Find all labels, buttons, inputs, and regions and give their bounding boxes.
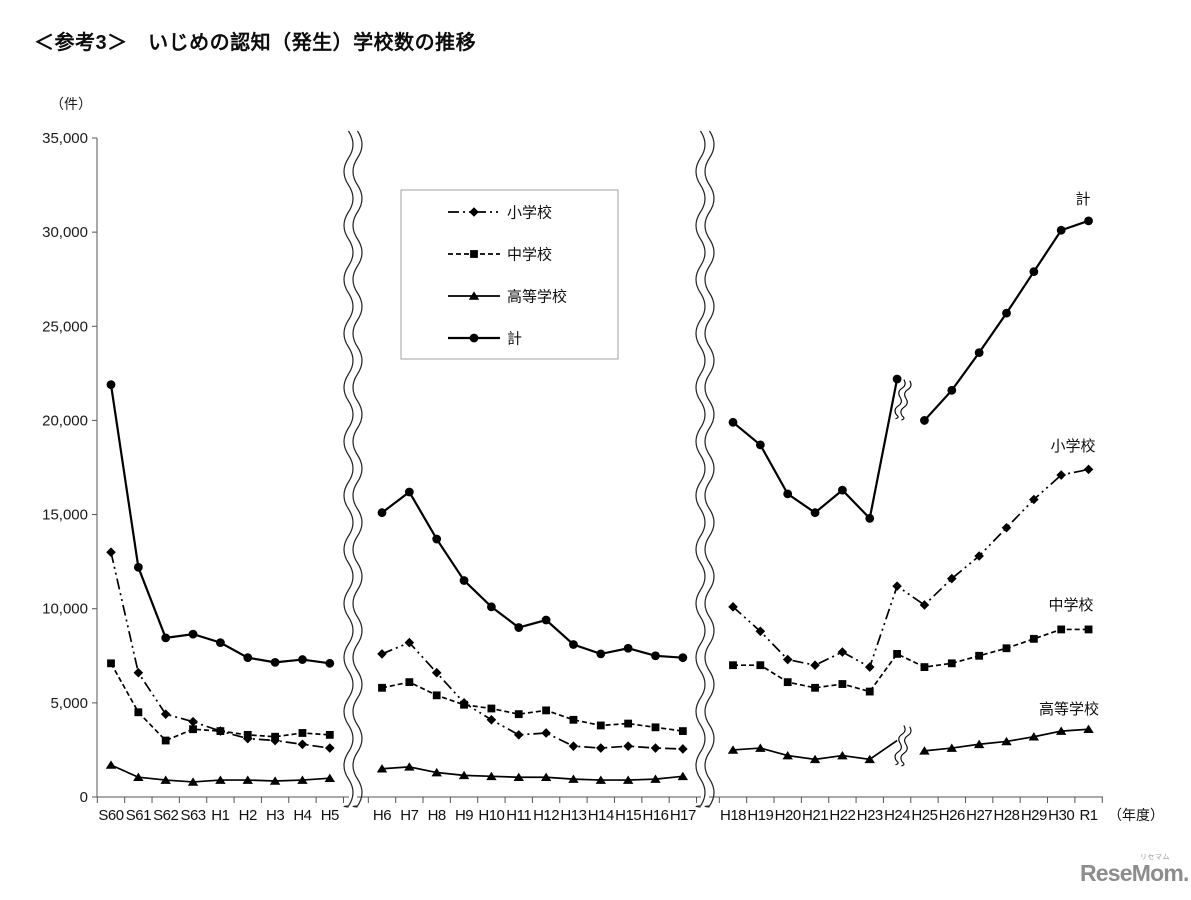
legend-label-junior-high: 中学校: [507, 247, 552, 264]
x-axis-unit-label: （年度）: [1108, 807, 1164, 823]
series-total-s1: [377, 487, 688, 663]
series-elementary-s0: [106, 547, 335, 753]
y-axis-unit-label: （件）: [50, 96, 92, 112]
axis-break-mark: [695, 130, 715, 808]
x-tick-label: H14: [588, 807, 614, 824]
series-label-total: 計: [1075, 191, 1090, 208]
y-tick-label: 20,000: [42, 412, 88, 429]
x-tick-label: H1: [211, 807, 229, 824]
x-tick-label: H22: [829, 807, 855, 824]
x-tick-label: H12: [533, 807, 559, 824]
series-elementary-s2: [728, 464, 1094, 672]
x-tick-label: H28: [993, 807, 1019, 824]
x-tick-label: H20: [775, 807, 801, 824]
series-break-mark: [894, 379, 912, 421]
y-tick-label: 15,000: [42, 507, 88, 524]
y-tick-label: 25,000: [42, 318, 88, 335]
x-tick-label: H18: [720, 807, 746, 824]
y-tick-label: 10,000: [42, 601, 88, 618]
series-total-s2: [728, 216, 1093, 523]
x-tick-label: H7: [400, 807, 418, 824]
x-tick-label: H15: [615, 807, 641, 824]
logo-ruby-text: リセマム: [1140, 854, 1170, 861]
series-junior-high-s0: [107, 659, 334, 745]
x-tick-label: H25: [911, 807, 937, 824]
axes: [96, 138, 1103, 798]
series-high-school-s1: [376, 762, 689, 784]
y-tick-label: 0: [80, 789, 88, 806]
series-label-high-school: 高等学校: [1039, 700, 1099, 718]
x-tick-label: H10: [478, 807, 504, 824]
legend-label-elementary: 小学校: [507, 205, 552, 222]
y-axis-ticks-labels: 0 5,000 10,000 15,000 20,000 25,000 30,000 35,0…: [42, 130, 97, 806]
x-tick-label: H24: [884, 807, 910, 824]
x-tick-label: H17: [670, 807, 696, 824]
x-tick-label: H6: [373, 807, 391, 824]
x-tick-label: S61: [126, 807, 151, 824]
series-junior-high-s2: [729, 625, 1093, 696]
x-axis-ticks-labels: S60 S61 S62 S63 H1 H2 H3 H4 H5 H6 H7 H8 H9 H10 H11 H12 H…: [96, 797, 1164, 824]
series-high-school-s2: [727, 724, 1094, 764]
x-tick-label: H26: [939, 807, 965, 824]
x-tick-label: H3: [266, 807, 284, 824]
series-junior-high-s1: [378, 678, 687, 735]
y-tick-label: 35,000: [42, 130, 88, 147]
x-tick-label: S62: [153, 807, 178, 824]
axis-break-mark: [343, 130, 363, 808]
x-tick-label: H4: [293, 807, 311, 824]
series-high-school-s0: [105, 760, 335, 786]
y-tick-label: 30,000: [42, 224, 88, 241]
x-tick-label: H21: [802, 807, 828, 824]
page-title: ＜参考3＞ いじめの認知（発生）学校数の推移: [34, 32, 477, 54]
x-tick-label: H11: [506, 807, 531, 824]
x-tick-label: H9: [455, 807, 473, 824]
y-tick-label: 5,000: [50, 695, 88, 712]
x-tick-label: H19: [747, 807, 773, 824]
x-tick-label: H27: [966, 807, 992, 824]
x-tick-label: S60: [98, 807, 123, 824]
series-label-junior-high: 中学校: [1048, 597, 1093, 614]
resemom-logo: リセマム ReseMom.: [1076, 850, 1189, 896]
x-tick-label: H16: [642, 807, 668, 824]
x-tick-label: H29: [1021, 807, 1047, 824]
series-label-elementary: 小学校: [1050, 438, 1095, 455]
x-tick-label: H5: [321, 807, 339, 824]
x-tick-label: H30: [1048, 807, 1074, 824]
x-tick-label: S63: [180, 807, 205, 824]
x-tick-label: H23: [857, 807, 883, 824]
series-elementary-s1: [377, 637, 688, 754]
x-tick-label: H13: [560, 807, 586, 824]
series-total-s0: [106, 380, 335, 668]
x-tick-label: R1: [1079, 807, 1097, 824]
legend-label-total: 計: [507, 331, 522, 348]
x-tick-label: H8: [428, 807, 446, 824]
legend-label-high-school: 高等学校: [507, 288, 567, 306]
x-tick-label: H2: [239, 807, 257, 824]
series-break-mark: [894, 725, 912, 767]
logo-wordmark: ReseMom.: [1080, 860, 1189, 886]
